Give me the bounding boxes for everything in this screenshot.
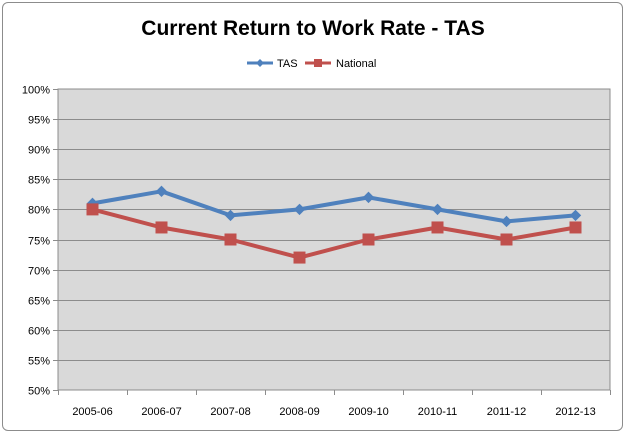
series-line-national <box>91 207 576 260</box>
x-tick-label: 2011-12 <box>487 406 527 418</box>
data-point-national <box>155 221 168 234</box>
y-tick-label: 100% <box>22 85 50 97</box>
y-tick-label: 60% <box>28 326 50 338</box>
y-axis: 50% 55% 60% 65% 70% 75% 80% 85% 90% 95% 100% <box>22 85 58 398</box>
data-point-national <box>224 233 237 246</box>
x-tick-label: 2009-10 <box>348 406 388 418</box>
gridlines <box>58 119 610 361</box>
series-layer <box>86 185 582 264</box>
y-tick-label: 75% <box>28 236 50 248</box>
y-tick-label: 55% <box>28 356 50 368</box>
x-tick-label: 2005-06 <box>72 406 112 418</box>
y-tick-label: 90% <box>28 145 50 157</box>
legend-marker-tas <box>256 59 264 67</box>
plot-area <box>57 88 611 391</box>
y-tick-label: 80% <box>28 205 50 217</box>
data-point-tas <box>431 203 444 216</box>
data-point-tas <box>500 215 513 228</box>
legend-marker-national <box>314 59 322 67</box>
data-point-national <box>569 221 582 234</box>
chart-title: Current Return to Work Rate - TAS <box>141 17 484 40</box>
legend-label-national: National <box>336 58 376 70</box>
legend: TAS National <box>247 58 376 70</box>
data-point-national <box>293 251 306 264</box>
y-tick-label: 95% <box>28 115 50 127</box>
data-point-tas <box>293 203 306 216</box>
data-point-national <box>431 221 444 234</box>
data-point-tas <box>224 209 237 222</box>
series-line-tas <box>92 189 576 224</box>
x-tick-label: 2008-09 <box>279 406 319 418</box>
x-tick-label: 2012-13 <box>555 406 595 418</box>
y-tick-label: 85% <box>28 175 50 187</box>
data-point-national <box>362 233 375 246</box>
data-point-tas <box>569 209 582 222</box>
y-tick-label: 70% <box>28 266 50 278</box>
x-axis: 2005-06 2006-07 2007-08 2008-09 2009-10 2010-… <box>58 390 611 418</box>
y-tick-label: 65% <box>28 296 50 308</box>
y-tick-label: 50% <box>28 386 50 398</box>
x-tick-label: 2007-08 <box>210 406 250 418</box>
data-point-national <box>500 233 513 246</box>
x-tick-label: 2010-11 <box>418 406 458 418</box>
legend-label-tas: TAS <box>277 58 298 70</box>
data-point-national <box>86 203 99 216</box>
data-point-tas <box>362 191 375 204</box>
x-tick-label: 2006-07 <box>141 406 181 418</box>
data-point-tas <box>155 185 168 198</box>
